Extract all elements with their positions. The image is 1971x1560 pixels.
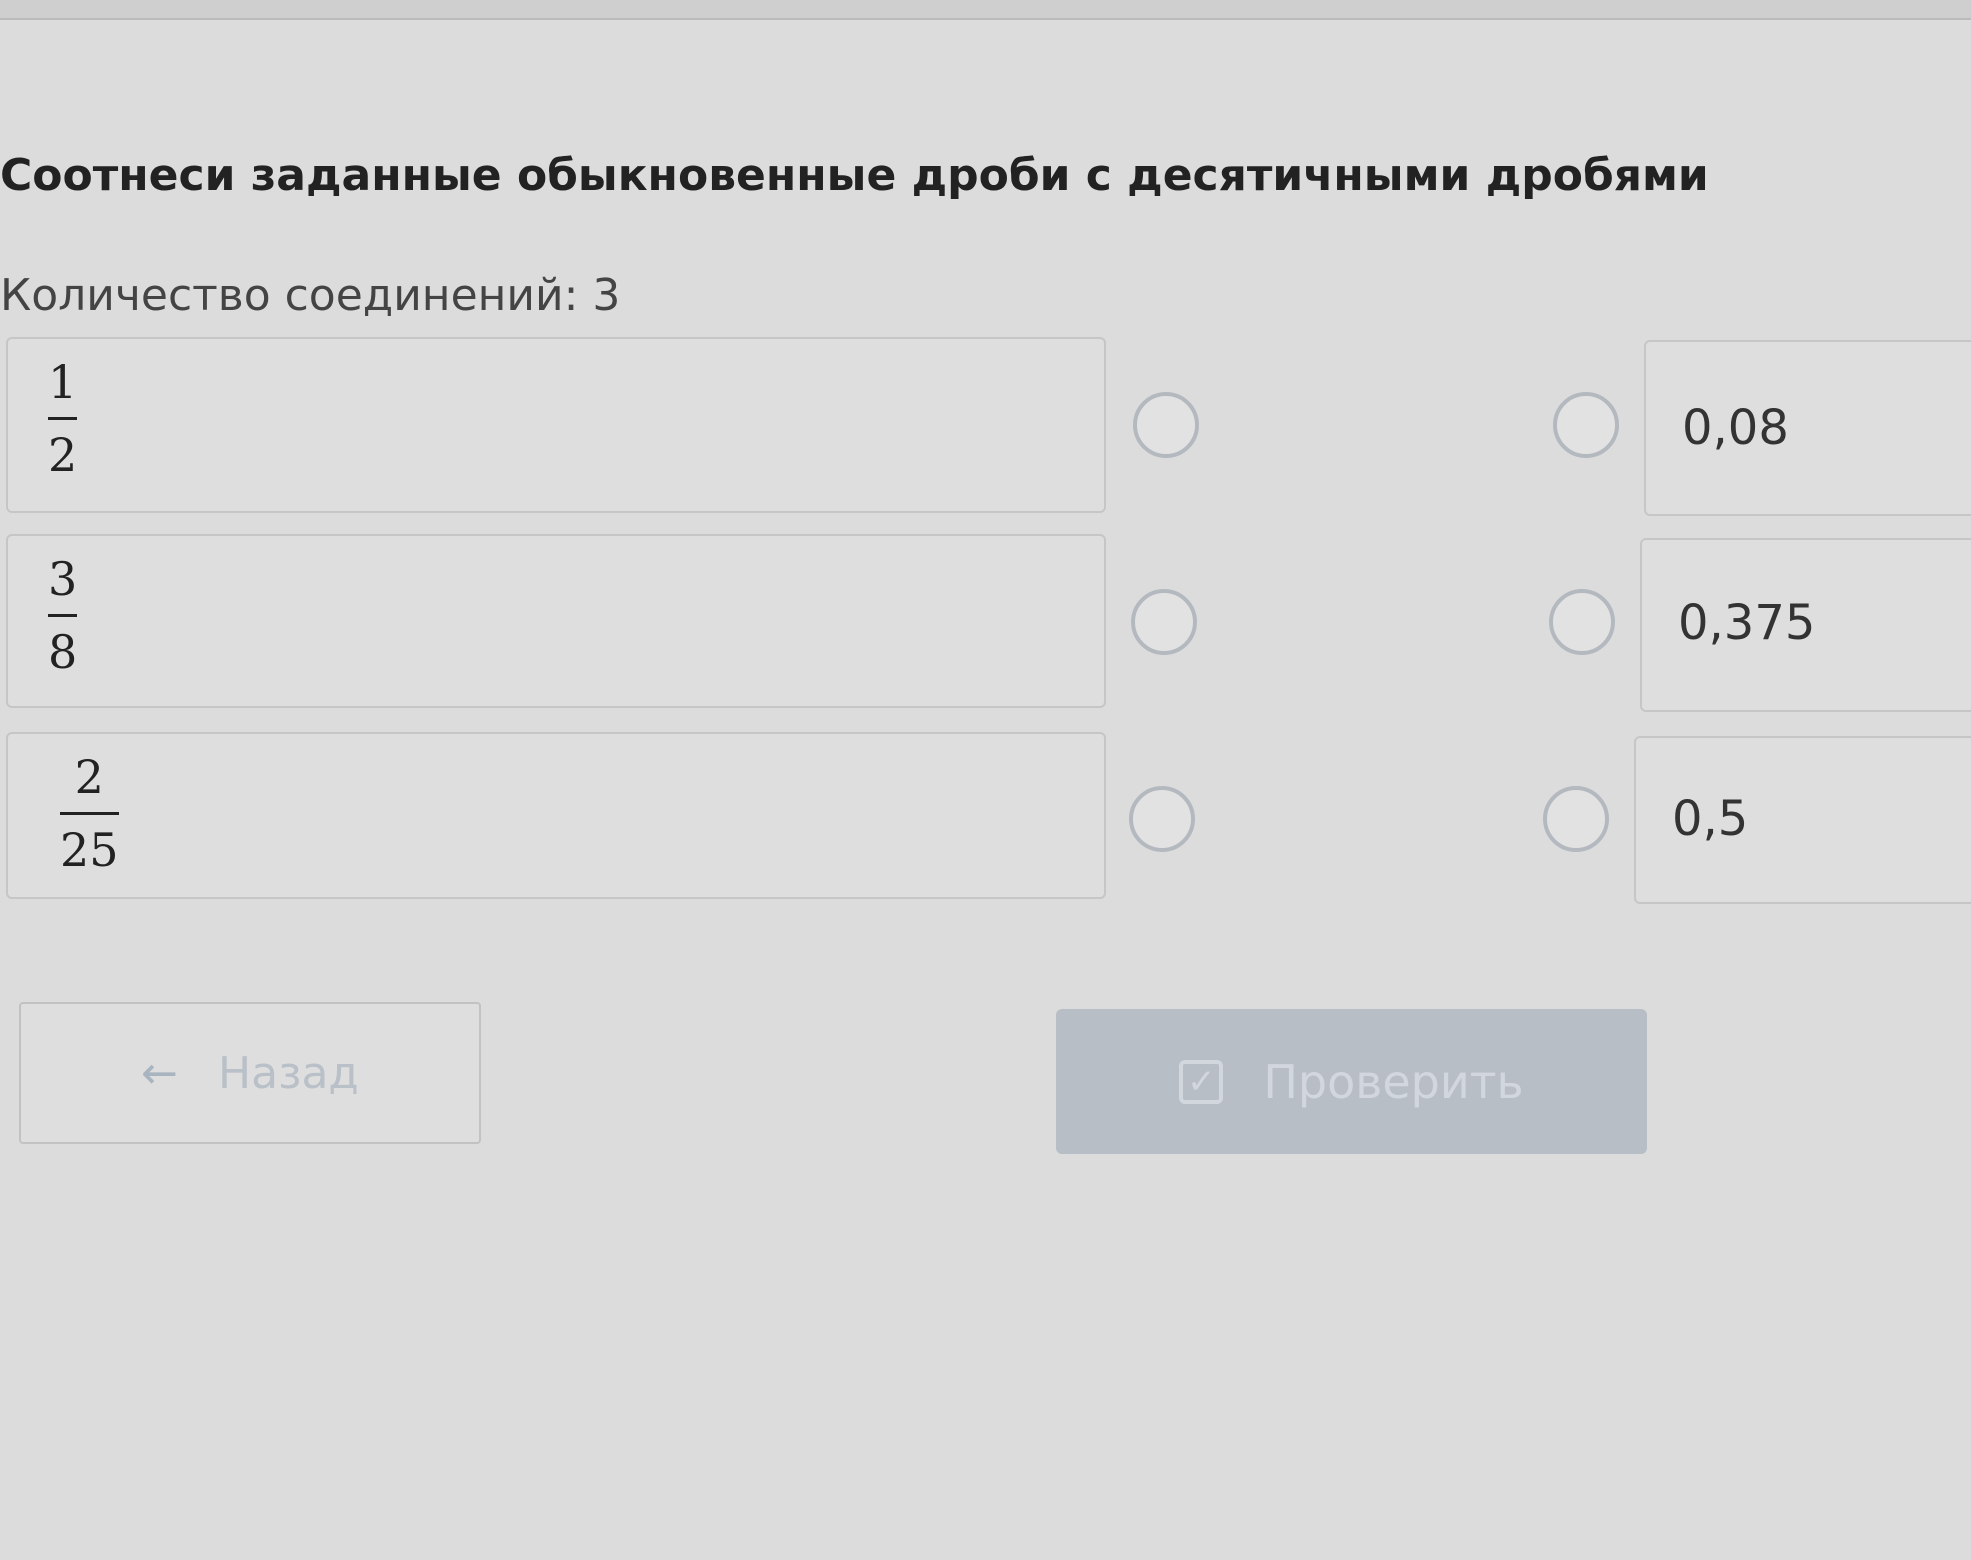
decimal-value: 0,375 (1678, 595, 1816, 651)
back-label: Назад (218, 1047, 359, 1099)
right-item[interactable]: 0,5 (1634, 736, 1971, 904)
right-connector[interactable] (1549, 589, 1615, 655)
check-button[interactable]: ✓ Проверить (1056, 1009, 1647, 1154)
denominator: 8 (48, 625, 78, 679)
arrow-left-icon: ← (141, 1047, 179, 1099)
right-item[interactable]: 0,08 (1644, 340, 1971, 516)
numerator: 1 (48, 355, 78, 409)
top-bar (0, 0, 1971, 20)
numerator: 2 (74, 750, 104, 804)
fraction: 2 25 (60, 750, 119, 877)
task-title: Соотнеси заданные обыкновенные дроби с д… (0, 150, 1709, 201)
right-connector[interactable] (1543, 786, 1609, 852)
checkbox-check-icon: ✓ (1179, 1059, 1224, 1104)
decimal-value: 0,5 (1672, 791, 1749, 847)
back-button[interactable]: ← Назад (19, 1002, 481, 1144)
left-item[interactable]: 2 25 (6, 732, 1106, 899)
denominator: 2 (48, 428, 78, 482)
right-item[interactable]: 0,375 (1640, 538, 1971, 712)
left-connector[interactable] (1133, 392, 1199, 458)
right-connector[interactable] (1553, 392, 1619, 458)
fraction-bar (60, 812, 119, 815)
left-connector[interactable] (1129, 786, 1195, 852)
decimal-value: 0,08 (1682, 400, 1789, 456)
fraction-bar (48, 614, 78, 617)
fraction-bar (48, 417, 78, 420)
left-connector[interactable] (1131, 589, 1197, 655)
connections-count: Количество соединений: 3 (0, 270, 621, 321)
denominator: 25 (60, 823, 119, 877)
numerator: 3 (48, 552, 78, 606)
check-label: Проверить (1263, 1054, 1524, 1109)
